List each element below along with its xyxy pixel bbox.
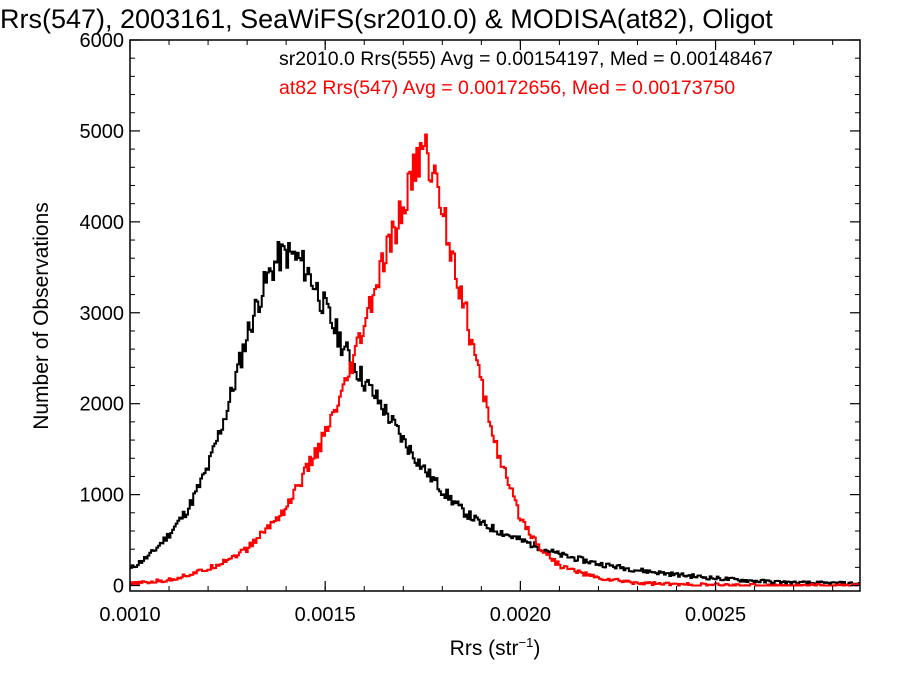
x-axis-label-main: Rrs (str xyxy=(449,637,519,660)
series-layer xyxy=(130,133,861,587)
series-line-1 xyxy=(130,133,861,587)
y-tick-label: 0 xyxy=(113,576,124,598)
legend-entry-sr2010: sr2010.0 Rrs(555) Avg = 0.00154197, Med … xyxy=(279,48,774,70)
x-axis-label-close: ) xyxy=(533,637,541,660)
x-tick-label: 0.0025 xyxy=(685,604,746,626)
y-tick-label: 3000 xyxy=(80,303,125,325)
x-tick-label: 0.0015 xyxy=(295,604,356,626)
y-tick-label: 1000 xyxy=(80,485,125,507)
x-axis-label-exponent: −1 xyxy=(518,635,534,650)
x-tick-label: 0.0020 xyxy=(490,604,551,626)
y-tick-label: 4000 xyxy=(80,212,125,234)
y-tick-label: 2000 xyxy=(80,394,125,416)
y-axis-ticks: 0 1000 2000 3000 4000 5000 6000 xyxy=(80,30,860,598)
x-tick-label: 0.0010 xyxy=(99,604,160,626)
legend-entry-at82: at82 Rrs(547) Avg = 0.00172656, Med = 0.… xyxy=(279,77,736,99)
x-axis-label: Rrs (str−1) xyxy=(450,635,541,661)
series-line-0 xyxy=(130,241,861,587)
chart-title: Rrs(547), 2003161, SeaWiFS(sr2010.0) & M… xyxy=(0,4,773,34)
y-tick-label: 5000 xyxy=(80,121,125,143)
plot-frame xyxy=(129,39,861,592)
x-axis-ticks: 0.0010 0.0015 0.0020 0.0025 xyxy=(99,40,834,626)
y-tick-label: 6000 xyxy=(80,30,125,52)
y-axis-label: Number of Observations xyxy=(30,202,53,430)
